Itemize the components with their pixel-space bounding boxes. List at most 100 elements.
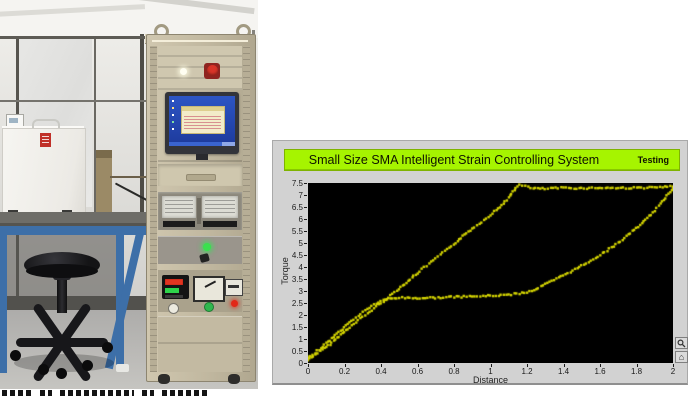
glass-frame bbox=[140, 34, 144, 214]
stool-caster bbox=[10, 350, 21, 361]
x-tick-label: 1 bbox=[488, 367, 493, 376]
instrument-display bbox=[162, 196, 196, 218]
desktop-tray bbox=[222, 142, 235, 146]
desktop-window-rows bbox=[184, 114, 221, 131]
y-tick-mark bbox=[304, 267, 307, 268]
y-tick-label: 5.5 bbox=[291, 226, 303, 236]
instrument-button-strip bbox=[203, 221, 237, 227]
app-title: Small Size SMA Intelligent Strain Contro… bbox=[308, 153, 600, 167]
desktop-taskbar bbox=[169, 142, 235, 146]
desktop-icons bbox=[172, 100, 174, 102]
control-system-panel: Small Size SMA Intelligent Strain Contro… bbox=[272, 140, 688, 385]
y-tick-mark bbox=[304, 291, 307, 292]
cropped-caption-fragment bbox=[2, 390, 32, 396]
y-tick-label: 6 bbox=[298, 214, 303, 224]
status-label: Testing bbox=[637, 155, 669, 165]
stool-seat-edge bbox=[26, 264, 98, 278]
x-tick-mark bbox=[417, 364, 419, 367]
lab-photo bbox=[0, 0, 258, 389]
x-tick-label: 1.8 bbox=[630, 367, 643, 376]
x-tick-label: 2 bbox=[670, 367, 676, 376]
bench-foot-pad bbox=[116, 364, 129, 372]
temperature-readout-red bbox=[165, 279, 183, 285]
y-tick-label: 7 bbox=[298, 190, 303, 200]
magnifier-icon bbox=[677, 338, 686, 347]
y-tick-mark bbox=[304, 315, 307, 316]
emergency-stop-button bbox=[207, 65, 218, 76]
x-tick-mark bbox=[381, 364, 382, 367]
bench-top bbox=[0, 212, 162, 223]
power-led bbox=[203, 243, 211, 251]
y-tick-label: 2 bbox=[298, 310, 303, 320]
fixture-rod bbox=[110, 176, 146, 178]
glass-frame bbox=[94, 36, 96, 212]
y-tick-mark bbox=[304, 195, 307, 196]
y-tick-mark bbox=[304, 303, 307, 304]
chamber-handle bbox=[32, 119, 60, 128]
x-tick-label: 1.4 bbox=[557, 367, 570, 376]
bench-leg bbox=[0, 235, 7, 373]
white-pushbutton bbox=[168, 303, 179, 314]
y-tick-label: 1.5 bbox=[291, 322, 303, 332]
cropped-caption-fragment bbox=[60, 390, 134, 396]
rack-mounting-rail bbox=[150, 46, 157, 372]
x-tick-mark bbox=[454, 364, 455, 367]
x-tick-mark bbox=[673, 364, 674, 367]
x-tick-label: 0.8 bbox=[448, 367, 460, 376]
y-tick-mark bbox=[304, 255, 307, 256]
rack-shelf-line bbox=[158, 160, 242, 162]
y-tick-mark bbox=[304, 351, 307, 352]
y-tick-mark bbox=[304, 339, 307, 340]
graph-zoom-tool-button[interactable] bbox=[675, 337, 688, 349]
y-tick-label: 4 bbox=[298, 262, 303, 272]
graph-pan-tool-button[interactable]: ⌂ bbox=[675, 351, 688, 363]
house-icon: ⌂ bbox=[678, 351, 685, 362]
x-tick-label: 0.4 bbox=[375, 367, 387, 376]
green-pushbutton bbox=[204, 302, 214, 312]
x-tick-label: 1.6 bbox=[594, 367, 606, 376]
x-tick-mark bbox=[563, 364, 565, 367]
temperature-readout-green bbox=[165, 288, 179, 293]
y-tick-label: 1 bbox=[298, 334, 303, 344]
rack-caster bbox=[158, 374, 170, 384]
y-tick-mark bbox=[304, 279, 307, 280]
instrument-button-strip bbox=[163, 221, 195, 227]
rack-lower-door bbox=[158, 316, 242, 372]
y-tick-label: 3 bbox=[298, 286, 303, 296]
glass-frame bbox=[0, 100, 152, 102]
digital-meter bbox=[225, 279, 243, 296]
y-tick-mark bbox=[304, 219, 307, 220]
y-tick-mark bbox=[304, 183, 307, 184]
instrument-key-column bbox=[197, 198, 201, 224]
controller-buttons bbox=[165, 295, 183, 298]
x-tick-mark bbox=[490, 364, 492, 367]
chamber-warning-label bbox=[40, 133, 51, 147]
vent-panel bbox=[158, 46, 242, 90]
test-fixture bbox=[96, 150, 112, 212]
stool-caster bbox=[56, 368, 67, 379]
x-tick-label: 0.2 bbox=[338, 367, 351, 376]
x-tick-label: 1.2 bbox=[521, 367, 533, 376]
stool-caster bbox=[102, 342, 113, 353]
y-tick-mark bbox=[304, 243, 307, 244]
stool-caster bbox=[82, 360, 93, 371]
torque-distance-curve bbox=[308, 183, 673, 363]
rack-mounting-rail bbox=[243, 46, 250, 372]
x-tick-mark bbox=[344, 364, 346, 367]
y-tick-label: 0.5 bbox=[291, 346, 303, 356]
bench-edge bbox=[0, 223, 162, 226]
x-tick-mark bbox=[636, 364, 638, 367]
y-tick-label: 7.5 bbox=[291, 178, 303, 188]
x-tick-mark bbox=[527, 364, 528, 367]
bench-frame-rail bbox=[0, 226, 162, 235]
stool-caster bbox=[38, 364, 49, 375]
analog-meter bbox=[193, 276, 225, 302]
y-tick-mark bbox=[304, 363, 307, 364]
plot-area bbox=[308, 183, 673, 363]
x-tick-label: 0 bbox=[305, 367, 311, 376]
rack-door-seam bbox=[158, 342, 242, 344]
cropped-caption bbox=[2, 390, 227, 398]
y-tick-mark bbox=[304, 231, 307, 232]
x-tick-label: 0.6 bbox=[411, 367, 424, 376]
